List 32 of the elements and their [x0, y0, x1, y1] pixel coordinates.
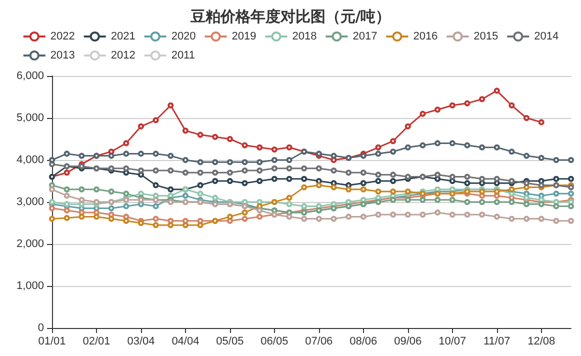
y-tick-label: 0 — [38, 322, 44, 334]
legend-label: 2021 — [110, 30, 136, 42]
x-tick-label: 08/06 — [350, 336, 378, 348]
x-tick-label: 06/05 — [260, 336, 288, 348]
legend-label: 2012 — [110, 50, 136, 62]
y-tick-label: 6,000 — [16, 70, 44, 82]
x-tick-label: 12/08 — [528, 336, 556, 348]
y-tick-label: 4,000 — [16, 154, 44, 166]
x-tick-label: 05/05 — [216, 336, 244, 348]
y-tick-label: 3,000 — [16, 196, 44, 208]
x-tick-label: 11/07 — [484, 336, 510, 348]
x-tick-label: 04/04 — [172, 336, 200, 348]
legend-label: 2013 — [50, 50, 75, 62]
legend-label: 2017 — [352, 30, 378, 42]
chart-title: 豆粕价格年度对比图（元/吨） — [189, 8, 391, 26]
legend-label: 2022 — [50, 30, 75, 42]
y-tick-label: 1,000 — [16, 280, 44, 292]
legend-label: 2011 — [171, 50, 195, 62]
x-tick-label: 01/01 — [38, 336, 66, 348]
legend-label: 2015 — [474, 30, 498, 42]
legend-label: 2019 — [232, 30, 256, 42]
legend-label: 2018 — [292, 30, 317, 42]
y-tick-label: 2,000 — [16, 238, 44, 250]
x-tick-label: 03/04 — [127, 336, 155, 348]
x-tick-label: 07/06 — [305, 336, 333, 348]
x-tick-label: 02/01 — [82, 336, 110, 348]
legend-label: 2020 — [171, 30, 196, 42]
legend-label: 2014 — [534, 30, 559, 42]
legend-label: 2016 — [413, 30, 438, 42]
x-tick-label: 09/06 — [394, 336, 422, 348]
y-tick-label: 5,000 — [16, 112, 44, 124]
x-tick-label: 10/07 — [438, 336, 466, 348]
